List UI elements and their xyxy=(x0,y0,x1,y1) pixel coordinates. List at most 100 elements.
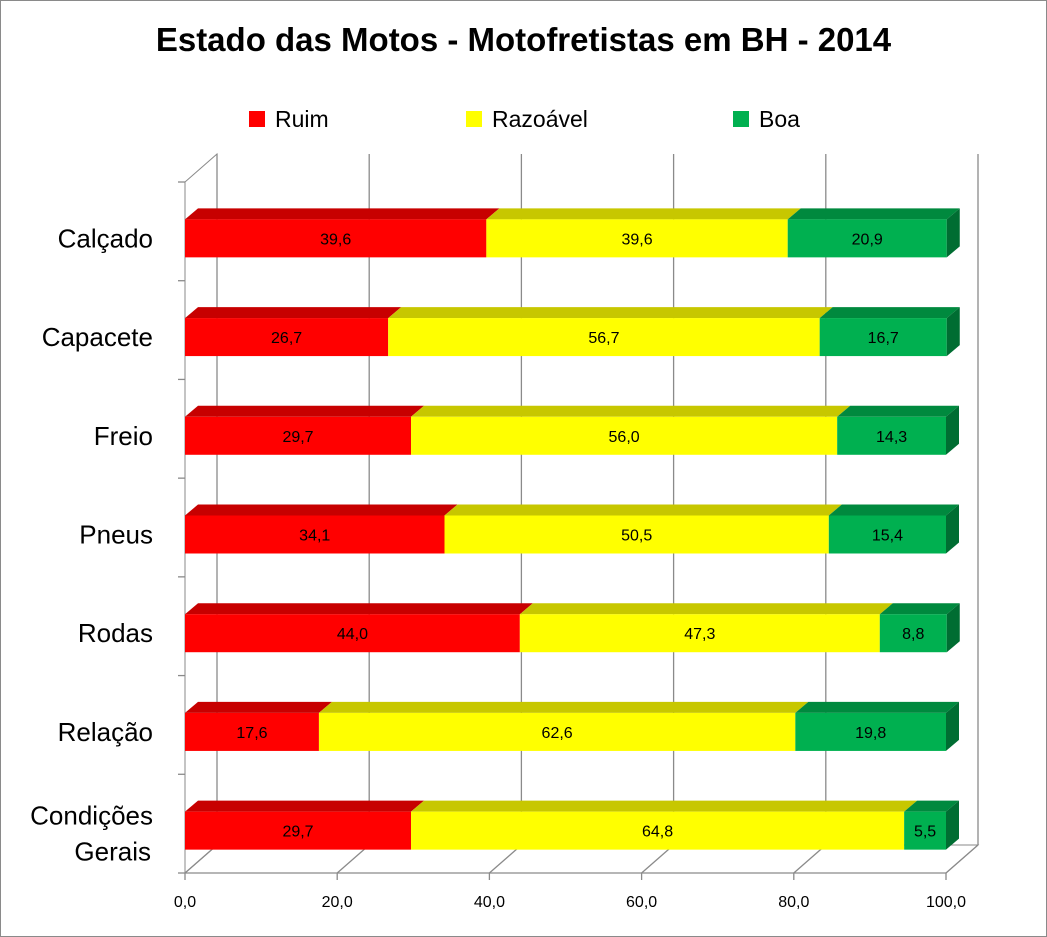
category-label-condicoes-gerais: Condições xyxy=(30,801,153,831)
bar-side-relacao xyxy=(946,701,959,751)
category-label-capacete: Capacete xyxy=(42,322,153,352)
bar-boa-rodas xyxy=(879,614,947,653)
bar-top-razoavel-relacao xyxy=(318,701,809,713)
data-label-boa-calcado: 20,9 xyxy=(852,231,883,248)
data-label-ruim-calcado: 39,6 xyxy=(320,231,351,248)
bar-top-boa-condicoes-gerais xyxy=(904,800,959,812)
bar-top-ruim-rodas xyxy=(185,603,533,615)
data-label-razoavel-relacao: 62,6 xyxy=(542,725,573,742)
gridline-floor xyxy=(793,844,827,874)
bar-boa-calcado xyxy=(787,219,947,258)
bar-top-ruim-condicoes-gerais xyxy=(185,800,425,812)
bar-ruim-relacao xyxy=(185,712,319,751)
data-label-razoavel-condicoes-gerais: 64,8 xyxy=(642,824,673,841)
bar-top-ruim-freio xyxy=(185,405,425,417)
bar-ruim-freio xyxy=(185,416,412,455)
legend-swatch-boa xyxy=(733,111,749,127)
gridline-floor xyxy=(641,844,675,874)
bar-boa-condicoes-gerais xyxy=(904,811,946,850)
chart-title: Estado das Motos - Motofretistas em BH -… xyxy=(155,21,892,58)
gridline-floor xyxy=(945,844,979,874)
bar-ruim-capacete xyxy=(185,318,389,357)
bar-razoavel-pneus xyxy=(444,515,829,554)
bar-boa-pneus xyxy=(828,515,946,554)
bar-top-razoavel-capacete xyxy=(388,307,833,319)
bar-razoavel-relacao xyxy=(318,712,796,751)
category-label-freio: Freio xyxy=(94,421,153,451)
bar-top-boa-freio xyxy=(837,405,959,417)
bar-side-calcado xyxy=(946,208,960,258)
bar-ruim-pneus xyxy=(185,515,445,554)
legend-label-razoavel: Razoável xyxy=(492,105,588,132)
gridline-floor xyxy=(488,844,522,874)
data-label-ruim-capacete: 26,7 xyxy=(271,330,302,347)
bar-top-ruim-calcado xyxy=(185,208,500,220)
x-tick-label: 20,0 xyxy=(322,894,353,911)
bar-top-razoavel-rodas xyxy=(519,603,893,615)
bar-top-boa-calcado xyxy=(787,208,960,220)
bar-razoavel-condicoes-gerais xyxy=(411,811,905,850)
bar-top-boa-relacao xyxy=(795,701,959,713)
bar-top-razoavel-condicoes-gerais xyxy=(411,800,918,812)
bar-top-boa-capacete xyxy=(819,307,960,319)
data-label-razoavel-calcado: 39,6 xyxy=(621,231,652,248)
data-label-razoavel-freio: 56,0 xyxy=(609,429,640,446)
bar-ruim-calcado xyxy=(185,219,487,258)
bar-top-ruim-relacao xyxy=(185,701,332,713)
x-tick-label: 0,0 xyxy=(174,894,196,911)
legend-swatch-ruim xyxy=(249,111,265,127)
bar-boa-freio xyxy=(837,416,946,455)
x-tick-label: 80,0 xyxy=(778,894,809,911)
bar-top-razoavel-freio xyxy=(411,405,851,417)
bar-top-boa-rodas xyxy=(879,603,960,615)
legend-item-ruim: Ruim xyxy=(249,104,329,134)
category-label-pneus: Pneus xyxy=(79,520,153,550)
bar-ruim-condicoes-gerais xyxy=(185,811,412,850)
legend-label-ruim: Ruim xyxy=(275,105,329,132)
bar-boa-capacete xyxy=(819,318,947,357)
bar-side-rodas xyxy=(946,603,960,653)
bar-ruim-rodas xyxy=(185,614,520,653)
bar-razoavel-rodas xyxy=(519,614,880,653)
data-label-boa-capacete: 16,7 xyxy=(868,330,899,347)
bar-razoavel-capacete xyxy=(388,318,820,357)
category-label-rodas: Rodas xyxy=(78,618,153,648)
data-label-boa-rodas: 8,8 xyxy=(902,626,924,643)
data-label-razoavel-pneus: 50,5 xyxy=(621,528,652,545)
gridline-floor xyxy=(184,844,218,874)
bar-top-ruim-pneus xyxy=(185,504,458,516)
data-label-razoavel-rodas: 47,3 xyxy=(684,626,715,643)
bar-top-razoavel-pneus xyxy=(444,504,842,516)
bar-razoavel-calcado xyxy=(486,219,788,258)
x-tick-label: 40,0 xyxy=(474,894,505,911)
bar-top-boa-pneus xyxy=(828,504,959,516)
bar-top-razoavel-calcado xyxy=(486,208,801,220)
bar-side-pneus xyxy=(946,504,959,554)
data-label-ruim-pneus: 34,1 xyxy=(299,528,330,545)
gridline-floor xyxy=(336,844,370,874)
bar-top-ruim-capacete xyxy=(185,307,402,319)
data-label-boa-pneus: 15,4 xyxy=(872,528,903,545)
data-label-ruim-freio: 29,7 xyxy=(282,429,313,446)
bar-razoavel-freio xyxy=(411,416,838,455)
data-label-boa-condicoes-gerais: 5,5 xyxy=(914,824,936,841)
data-label-boa-relacao: 19,8 xyxy=(855,725,886,742)
x-tick-label: 60,0 xyxy=(626,894,657,911)
data-label-boa-freio: 14,3 xyxy=(876,429,907,446)
category-label-condicoes-gerais-line2: Gerais xyxy=(74,837,151,867)
legend-item-razoavel: Razoável xyxy=(466,104,588,134)
data-label-ruim-relacao: 17,6 xyxy=(236,725,267,742)
bar-boa-relacao xyxy=(795,712,946,751)
data-label-ruim-rodas: 44,0 xyxy=(337,626,368,643)
category-label-calcado: Calçado xyxy=(58,223,153,253)
bar-side-condicoes-gerais xyxy=(946,800,959,850)
bar-side-freio xyxy=(946,405,959,455)
data-label-razoavel-capacete: 56,7 xyxy=(588,330,619,347)
category-label-relacao: Relação xyxy=(58,717,153,747)
data-label-ruim-condicoes-gerais: 29,7 xyxy=(282,824,313,841)
x-tick-label: 100,0 xyxy=(926,894,966,911)
legend-label-boa: Boa xyxy=(759,105,800,132)
legend-item-boa: Boa xyxy=(733,104,800,134)
